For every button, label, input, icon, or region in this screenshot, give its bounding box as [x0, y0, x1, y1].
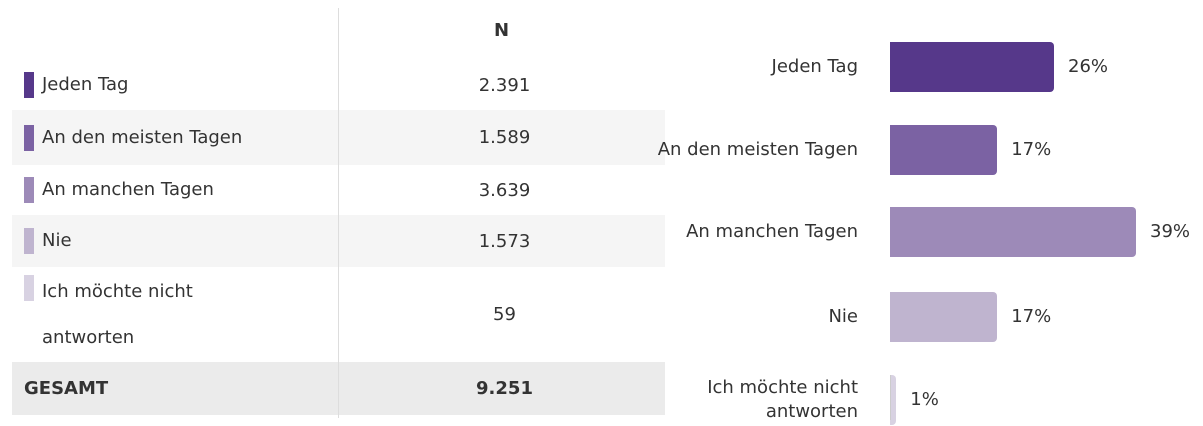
- value-label: 39%: [1150, 221, 1191, 242]
- row-value: 1.589: [478, 127, 531, 148]
- value-label: 26%: [1068, 56, 1109, 77]
- total-label: GESAMT: [24, 377, 109, 399]
- category-label: Jeden Tag: [771, 56, 858, 77]
- color-swatch: [24, 228, 34, 254]
- row-label: An manchen Tagen: [42, 179, 214, 200]
- axis-line: [890, 375, 891, 420]
- category-label: Ich möchte nicht antworten: [707, 377, 858, 422]
- row-label-cell: Ich möchte nicht antworten: [12, 269, 344, 361]
- row-value: 1.573: [478, 230, 531, 252]
- row-label-cell: An den meisten Tagen: [12, 115, 344, 161]
- row-label: Jeden Tag: [42, 74, 129, 95]
- row-value: 3.639: [478, 179, 531, 201]
- color-swatch: [24, 72, 34, 98]
- value-label: 17%: [1011, 139, 1052, 160]
- row-label-cell: An manchen Tagen: [12, 167, 344, 213]
- row-value: 59: [493, 304, 516, 325]
- category-label: An manchen Tagen: [686, 221, 858, 242]
- bar: [890, 125, 998, 175]
- color-swatch: [24, 124, 34, 151]
- row-label: Nie: [42, 230, 72, 251]
- bar: [890, 42, 1054, 92]
- table-header: N: [493, 20, 510, 41]
- value-label: 1%: [910, 389, 939, 410]
- row-label: An den meisten Tagen: [42, 126, 243, 148]
- bar: [890, 292, 998, 342]
- bar: [890, 207, 1136, 257]
- row-label-cell: Nie: [12, 218, 344, 264]
- value-label: 17%: [1011, 306, 1052, 327]
- bar: [890, 375, 897, 425]
- color-swatch: [24, 177, 34, 203]
- row-value: 2.391: [478, 74, 531, 96]
- column-divider: [338, 8, 339, 418]
- total-value: 9.251: [476, 378, 533, 399]
- category-label: Nie: [828, 306, 858, 327]
- row-label-cell: Jeden Tag: [12, 62, 344, 108]
- color-swatch: [24, 274, 34, 301]
- category-label: An den meisten Tagen: [657, 139, 858, 160]
- row-label: Ich möchte nicht antworten: [42, 280, 193, 348]
